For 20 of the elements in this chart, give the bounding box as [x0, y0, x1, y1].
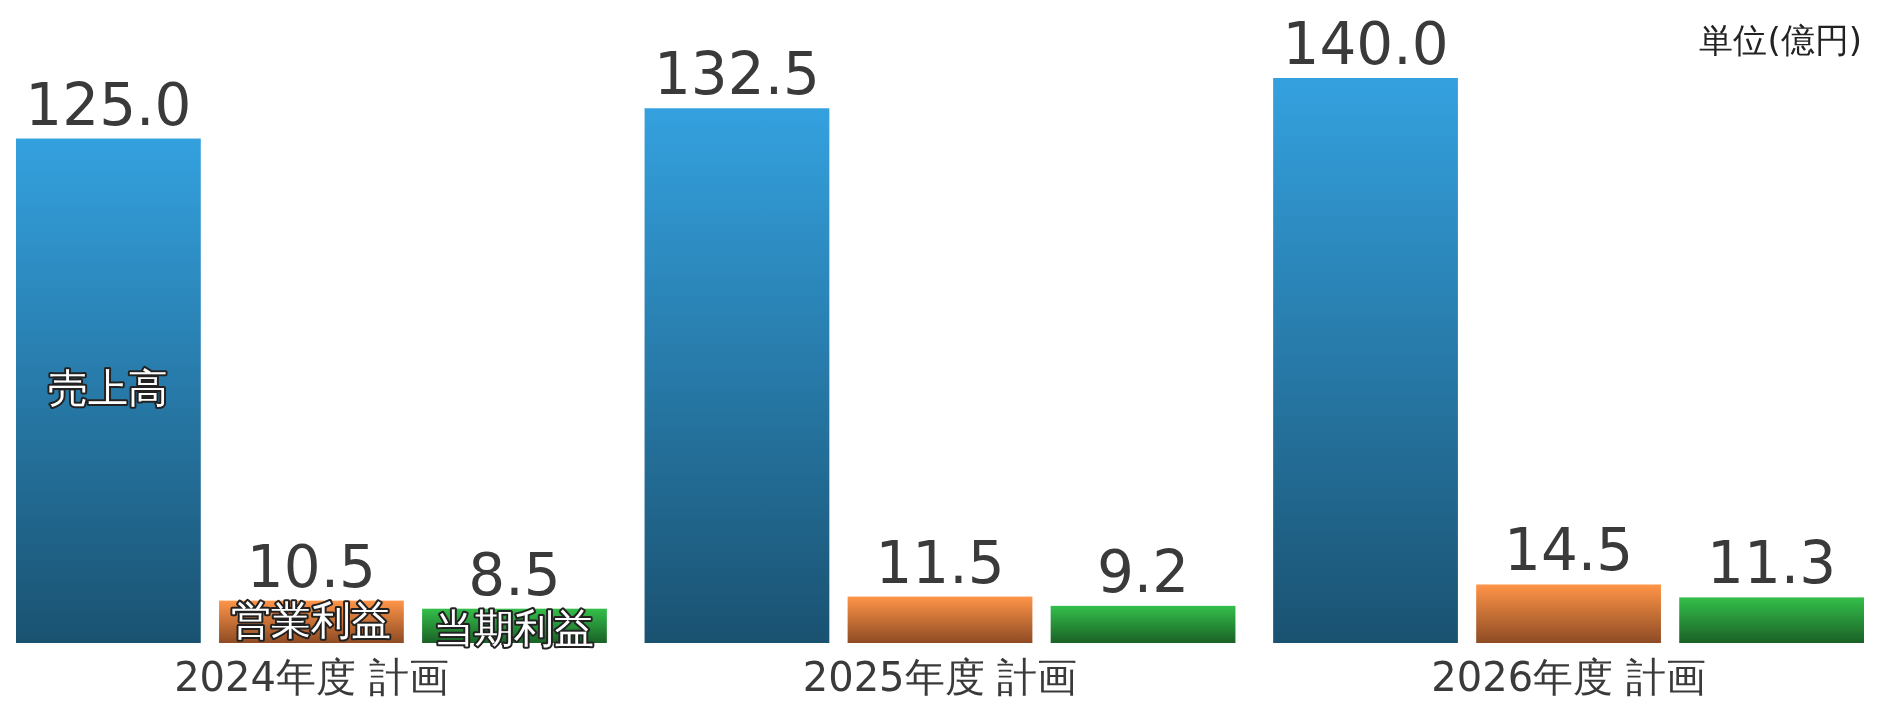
bar: [16, 138, 201, 643]
bar: [1273, 78, 1458, 643]
series-label: 売上高: [48, 364, 169, 411]
bar: [847, 596, 1033, 643]
bar: [1679, 597, 1864, 643]
data-label: 132.5: [653, 40, 820, 109]
bar: [1050, 605, 1236, 643]
data-label: 140.0: [1282, 10, 1449, 78]
data-label: 11.3: [1707, 529, 1837, 598]
x-tick-label: 2025年度 計画: [802, 654, 1078, 700]
x-tick-label: 2026年度 計画: [1431, 654, 1706, 700]
text: 単位(億円): [1699, 20, 1862, 60]
data-label: 14.5: [1504, 516, 1634, 585]
bar: [1476, 584, 1661, 643]
data-label: 9.2: [1096, 537, 1190, 606]
data-label: 125.0: [25, 70, 192, 139]
bar: [644, 108, 830, 643]
x-tick-label: 2024年度 計画: [174, 654, 449, 700]
series-label: 当期利益: [434, 604, 595, 651]
data-label: 11.5: [875, 528, 1005, 597]
